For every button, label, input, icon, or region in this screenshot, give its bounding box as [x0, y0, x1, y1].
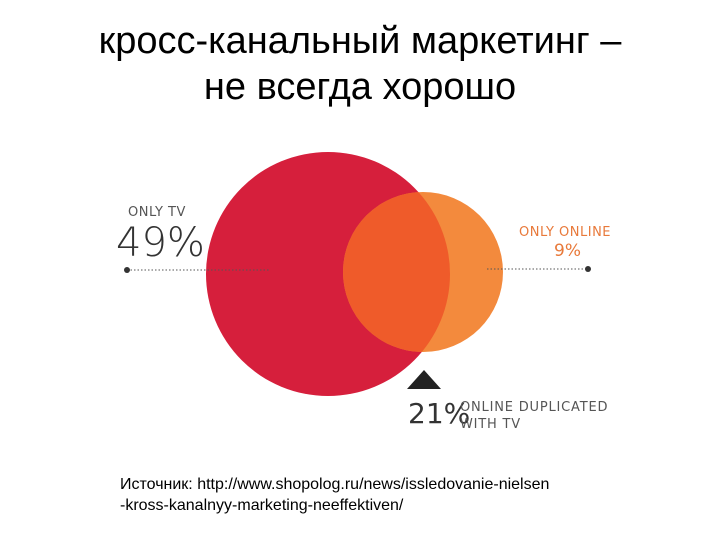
- title-line-2: не всегда хорошо: [203, 66, 517, 108]
- overlap-region: [343, 192, 450, 352]
- overlap-label: ONLINE DUPLICATED WITH TV: [460, 399, 608, 433]
- only-online-value: 9%: [554, 241, 581, 261]
- overlap-label-line-2: WITH TV: [460, 417, 521, 432]
- source-citation: Источник: http://www.shopolog.ru/news/is…: [120, 474, 549, 516]
- source-line-2: -kross-kanalnyy-marketing-neeffektiven/: [120, 497, 404, 514]
- title-line-1: кросс-канальный маркетинг –: [98, 20, 622, 62]
- overlap-value: 21%: [408, 397, 471, 430]
- overlap-label-line-1: ONLINE DUPLICATED: [460, 400, 609, 415]
- slide-title: кросс-канальный маркетинг – не всегда хо…: [0, 18, 720, 110]
- source-line-1: Источник: http://www.shopolog.ru/news/is…: [120, 476, 550, 493]
- only-online-label: ONLY ONLINE: [519, 225, 612, 240]
- tv-leader-dot: [124, 267, 130, 273]
- only-tv-value: 49%: [116, 220, 205, 266]
- only-tv-label: ONLY TV: [128, 205, 186, 220]
- overlap-pointer-triangle: [407, 370, 441, 389]
- online-leader-dot: [585, 266, 591, 272]
